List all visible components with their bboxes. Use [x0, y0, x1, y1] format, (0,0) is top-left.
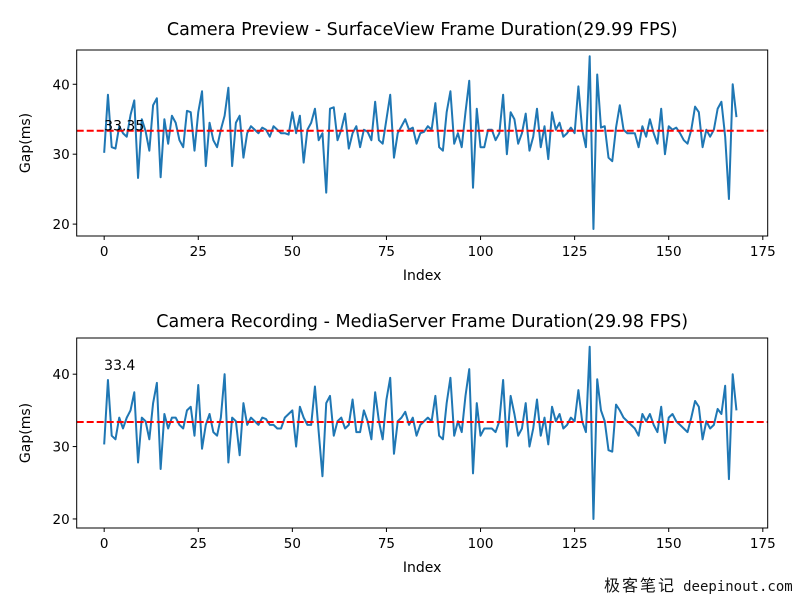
y-axis-label: Gap(ms) [18, 113, 34, 173]
y-tick-label: 30 [53, 440, 70, 456]
x-tick-label: 100 [468, 536, 494, 552]
mean-annotation: 33.35 [104, 118, 144, 134]
y-tick-label: 20 [53, 217, 70, 233]
y-tick-label: 40 [53, 367, 70, 383]
watermark-cn: 极客笔记 [604, 576, 676, 595]
x-axis-label: Index [403, 560, 442, 576]
x-axis-label: Index [403, 268, 442, 284]
x-tick-label: 75 [378, 536, 395, 552]
y-axis-label: Gap(ms) [18, 403, 34, 463]
x-tick-label: 0 [100, 244, 109, 260]
watermark-site: deepinout.com [683, 579, 793, 595]
mean-annotation: 33.4 [104, 358, 135, 374]
y-tick-label: 30 [53, 147, 70, 163]
x-tick-label: 50 [284, 536, 301, 552]
y-tick-label: 40 [53, 77, 70, 93]
x-tick-label: 25 [190, 244, 207, 260]
watermark: 极客笔记 deepinout.com [604, 572, 793, 596]
x-tick-label: 175 [750, 244, 776, 260]
subplot-1: 33.35 0 25 50 75 100 125 150 175 20 30 40 Camera Pre… [18, 20, 776, 284]
chart-title: Camera Preview - SurfaceView Frame Durat… [167, 20, 678, 40]
x-tick-label: 25 [190, 536, 207, 552]
series-line [104, 347, 736, 519]
x-tick-label: 50 [284, 244, 301, 260]
series-line [104, 56, 736, 229]
subplot-2: 33.4 0 25 50 75 100 125 150 175 20 30 40 Camera Reco… [18, 312, 776, 576]
y-tick-label: 20 [53, 512, 70, 528]
x-tick-label: 125 [562, 244, 588, 260]
x-tick-label: 150 [656, 244, 682, 260]
x-tick-label: 0 [100, 536, 109, 552]
x-tick-label: 175 [750, 536, 776, 552]
chart-title: Camera Recording - MediaServer Frame Dur… [156, 312, 688, 332]
x-tick-label: 125 [562, 536, 588, 552]
x-tick-label: 75 [378, 244, 395, 260]
x-tick-label: 100 [468, 244, 494, 260]
x-tick-label: 150 [656, 536, 682, 552]
